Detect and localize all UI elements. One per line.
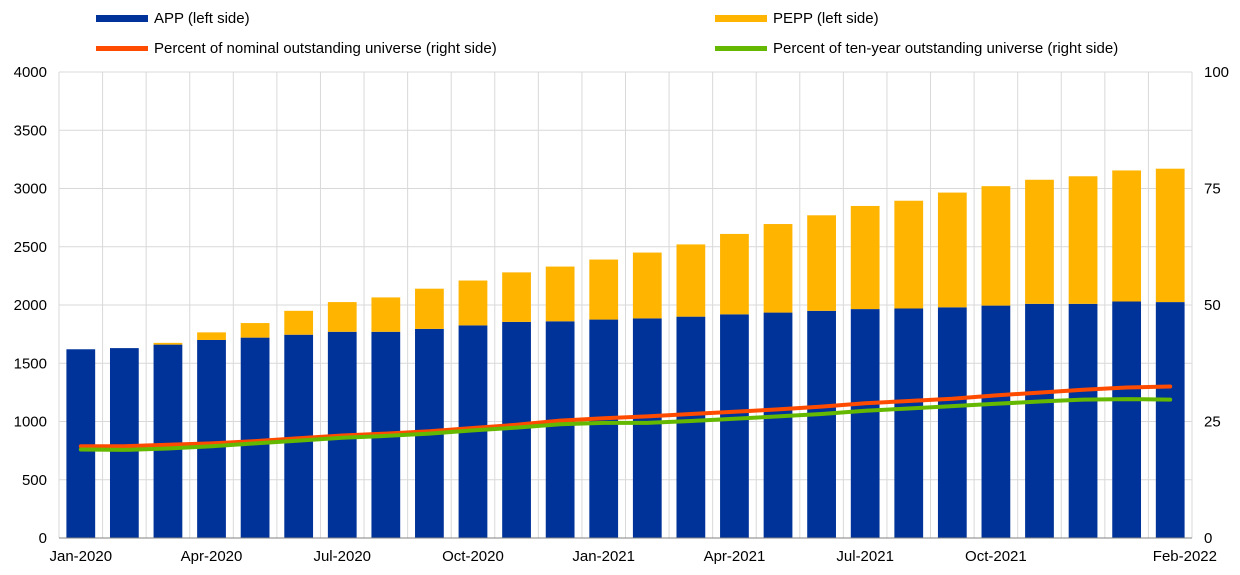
axes: 0 500 1000 1500 2000 2500 3000 3500 4000 0 25 50 75 1… <box>14 64 1229 565</box>
x-tick-label: Apr-2020 <box>181 548 243 565</box>
x-tick-label: Feb-2022 <box>1153 548 1217 565</box>
left-tick-label: 1500 <box>14 355 47 372</box>
app-bar <box>850 309 880 538</box>
app-bar <box>937 307 967 538</box>
ten-year-universe-line <box>78 397 1173 452</box>
app-bar <box>66 349 96 538</box>
app-bar <box>589 319 619 538</box>
app-bar <box>197 339 226 538</box>
left-tick-label: 3000 <box>14 181 47 198</box>
x-tick-label: Jul-2020 <box>313 548 371 565</box>
x-tick-label: Jan-2020 <box>50 548 113 565</box>
app-bar <box>240 337 270 538</box>
pepp-bar <box>284 310 314 335</box>
pepp-bar <box>632 252 662 319</box>
pepp-bar <box>1112 170 1142 302</box>
app-bar <box>153 344 183 538</box>
app-bar <box>1025 303 1054 538</box>
pepp-bar <box>1155 168 1185 303</box>
app-bar <box>807 310 836 538</box>
pepp-bar <box>153 342 183 345</box>
app-bar <box>109 348 139 538</box>
gridlines <box>58 71 1193 539</box>
x-tick-label: Oct-2021 <box>965 548 1027 565</box>
legend: APP (left side) PEPP (left side) Percent… <box>96 10 1118 57</box>
left-tick-label: 2500 <box>14 239 47 256</box>
bars <box>66 168 1185 538</box>
left-tick-label: 0 <box>39 530 47 547</box>
pepp-bar <box>589 259 619 320</box>
pepp-bar <box>763 224 793 313</box>
app-bar <box>545 321 575 538</box>
pepp-bar <box>850 205 880 310</box>
app-bar <box>720 314 749 538</box>
pepp-bar <box>545 266 575 322</box>
legend-label-app: APP (left side) <box>154 10 250 27</box>
app-bar <box>1155 302 1185 538</box>
app-bar <box>632 318 662 538</box>
pepp-bar <box>327 302 357 332</box>
nominal-universe-line <box>78 384 1173 449</box>
legend-label-ten-year: Percent of ten-year outstanding universe… <box>773 40 1118 57</box>
pepp-bar <box>502 272 531 322</box>
pepp-bar <box>894 200 924 309</box>
app-bar <box>894 308 924 538</box>
pepp-bar <box>371 297 401 332</box>
pepp-bar <box>981 186 1011 306</box>
app-bar <box>981 305 1011 538</box>
pepp-bar <box>197 332 226 340</box>
left-tick-label: 3500 <box>14 122 47 139</box>
right-tick-label: 25 <box>1204 414 1221 431</box>
x-tick-label: Apr-2021 <box>704 548 766 565</box>
left-tick-label: 1000 <box>14 414 47 431</box>
pepp-bar <box>676 244 706 317</box>
right-tick-label: 75 <box>1204 181 1221 198</box>
pepp-bar <box>1068 176 1098 304</box>
legend-swatch-pepp <box>715 15 767 22</box>
left-tick-label: 4000 <box>14 64 47 81</box>
legend-label-nominal: Percent of nominal outstanding universe … <box>154 40 497 57</box>
legend-swatch-ten-year <box>715 46 767 51</box>
app-bar <box>1112 301 1142 538</box>
pepp-bar <box>720 233 749 315</box>
legend-swatch-app <box>96 15 148 22</box>
left-tick-label: 2000 <box>14 297 47 314</box>
pepp-bar <box>807 215 836 311</box>
right-tick-label: 0 <box>1204 530 1212 547</box>
pepp-bar <box>458 280 488 326</box>
x-tick-label: Jul-2021 <box>836 548 894 565</box>
pepp-bar <box>937 192 967 308</box>
legend-label-pepp: PEPP (left side) <box>773 10 879 27</box>
pepp-bar <box>415 288 444 329</box>
right-tick-label: 100 <box>1204 64 1229 81</box>
app-bar <box>763 312 793 538</box>
right-tick-label: 50 <box>1204 297 1221 314</box>
pepp-bar <box>1025 179 1054 304</box>
left-tick-label: 500 <box>22 472 47 489</box>
app-bar <box>676 316 706 538</box>
legend-swatch-nominal <box>96 46 148 51</box>
x-tick-label: Jan-2021 <box>572 548 635 565</box>
pepp-bar <box>240 323 270 338</box>
app-bar <box>1068 303 1098 538</box>
lines <box>78 384 1173 452</box>
x-tick-label: Oct-2020 <box>442 548 504 565</box>
